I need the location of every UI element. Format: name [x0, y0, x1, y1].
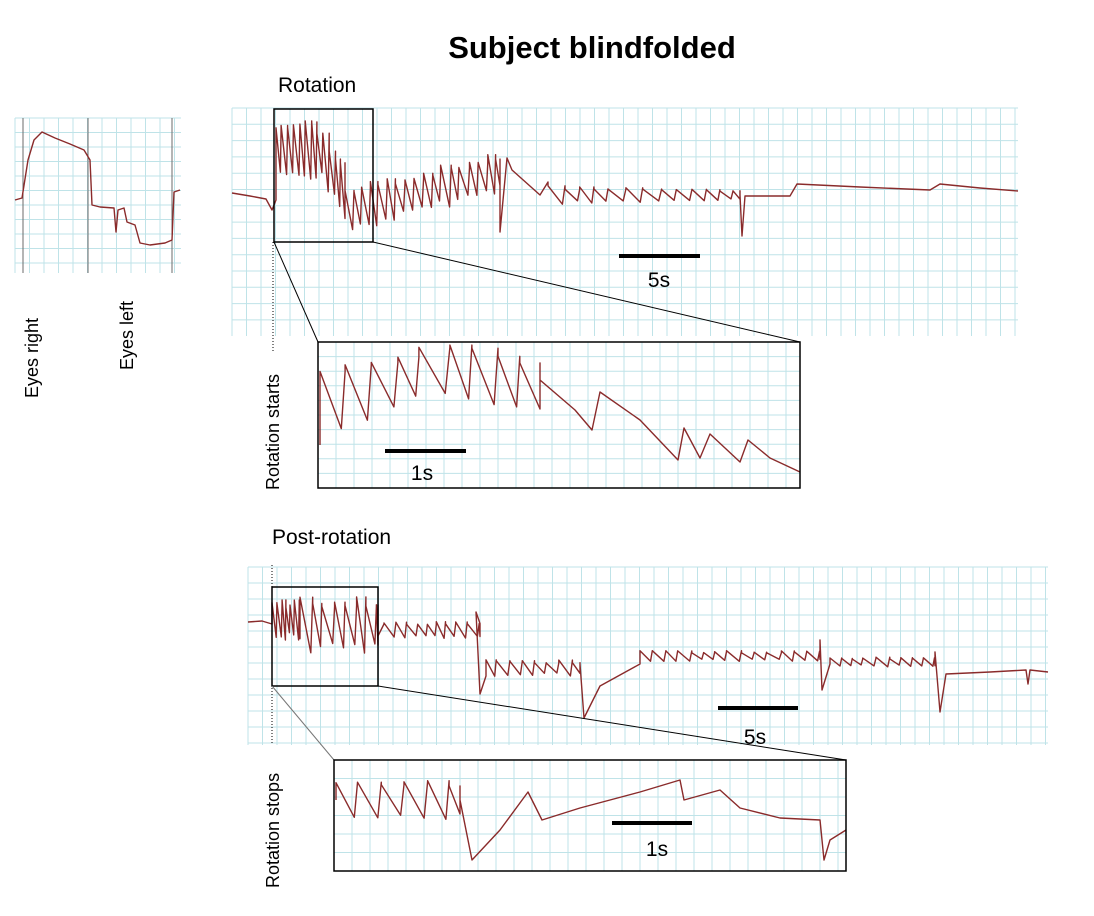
post-rotation-panel-label: Post-rotation [272, 526, 391, 549]
rotation-zoom-scale-label: 1s [411, 462, 433, 485]
eyes-right-label: Eyes right [22, 318, 42, 398]
rotation-zoom-trace [319, 344, 801, 473]
post-rotation-zoom-trace [335, 779, 847, 861]
rotation-zoom-connector-left [273, 241, 319, 343]
figure-title: Subject blindfolded [448, 30, 736, 65]
rotation-zoom-grid [317, 341, 800, 489]
post-rotation-scale-label: 5s [744, 726, 766, 749]
rotation-grid [231, 107, 1018, 336]
rotation-starts-label: Rotation starts [263, 374, 283, 490]
post-rotation-trace [247, 596, 1049, 719]
calibration-panel: Eyes right Eyes left [14, 117, 181, 398]
rotation-zoom-frame [317, 341, 801, 489]
eyes-left-label: Eyes left [117, 301, 137, 370]
calibration-grid [14, 117, 181, 273]
post-rotation-zoom-connector-right [377, 685, 847, 761]
post-rotation-zoom-scale-label: 1s [646, 838, 668, 861]
post-rotation-grid [247, 566, 1048, 745]
rotation-panel-label: Rotation [278, 74, 356, 97]
rotation-scale-label: 5s [648, 269, 670, 292]
post-rotation-zoom-selection [271, 586, 379, 687]
rotation-zoom-selection [273, 108, 374, 243]
rotation-stops-label: Rotation stops [263, 773, 283, 888]
post-rotation-panel: Post-rotation Rotation stops 5s 1s [247, 526, 1049, 888]
rotation-panel: Rotation Rotation starts 5s 1s [231, 74, 1019, 490]
post-rotation-zoom-connector-left [271, 685, 335, 761]
post-rotation-zoom-frame [333, 759, 847, 872]
rotation-trace [231, 120, 1019, 237]
rotation-zoom-connector-right [372, 241, 801, 343]
calibration-trace [14, 131, 181, 246]
